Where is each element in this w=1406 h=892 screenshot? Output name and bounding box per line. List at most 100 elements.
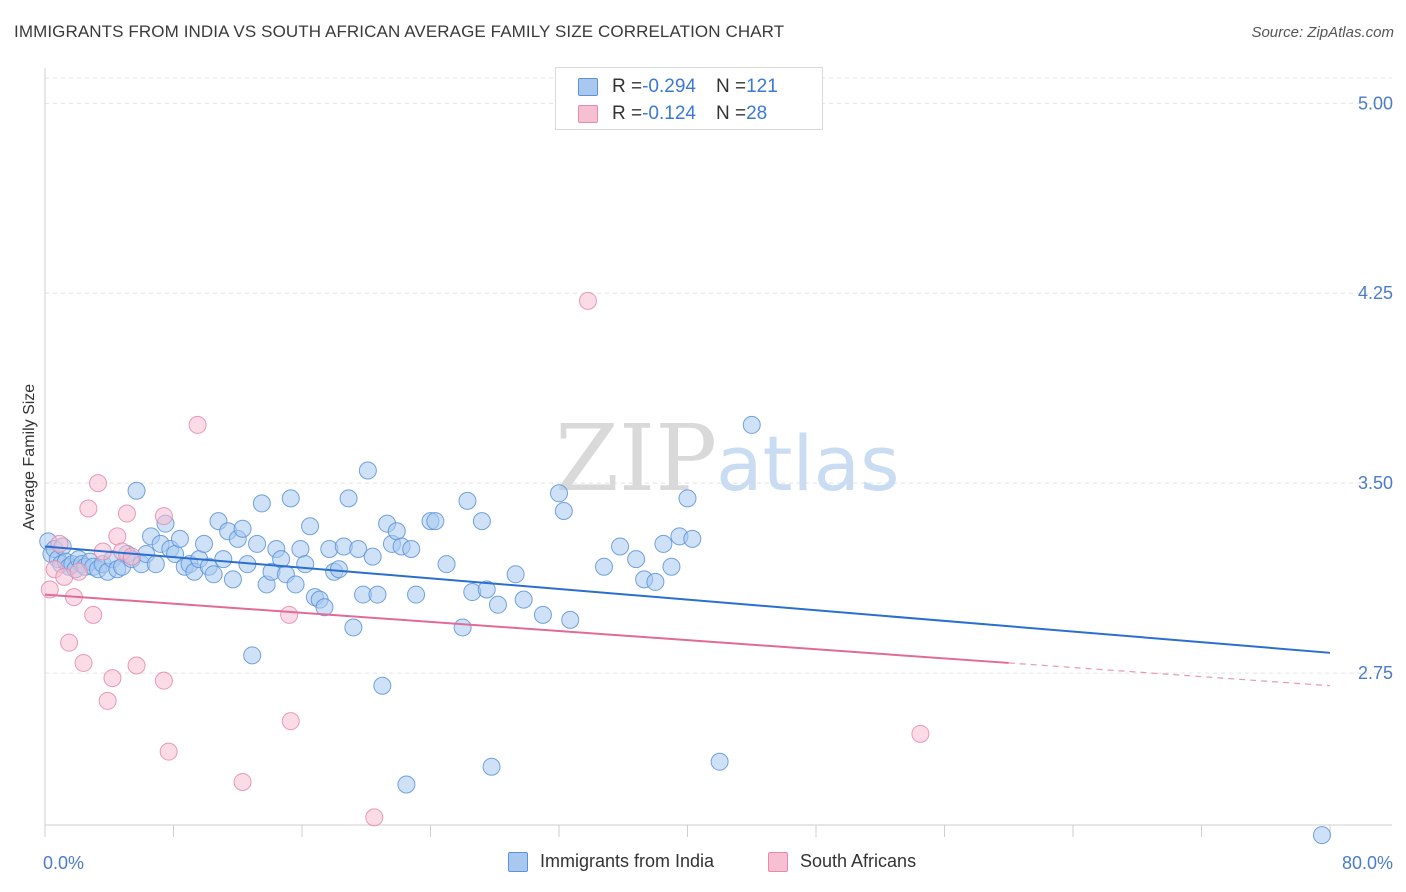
series-legend-label-south-africans: South Africans xyxy=(800,851,917,871)
india-point xyxy=(358,461,377,480)
series-swatch-india xyxy=(508,851,528,872)
india-point xyxy=(252,494,271,513)
south-african-point xyxy=(159,742,178,761)
india-point xyxy=(482,757,501,776)
series-legend: Immigrants from India South Africans xyxy=(0,851,1406,879)
india-point xyxy=(286,575,305,594)
legend-row-south-africans: R = -0.124 N = 28 xyxy=(578,101,767,127)
south-african-trend-extension xyxy=(1008,662,1331,687)
axis-layer xyxy=(44,68,1392,837)
india-point xyxy=(296,555,315,574)
points-layer xyxy=(39,291,1331,845)
india-point xyxy=(506,565,525,584)
india-point xyxy=(170,529,189,548)
india-point xyxy=(233,519,252,538)
india-point xyxy=(514,590,533,609)
watermark-atlas: atlas xyxy=(716,419,900,508)
series-swatch-south-africans xyxy=(768,851,788,872)
india-point xyxy=(742,415,761,434)
india-point xyxy=(426,512,445,531)
south-african-point xyxy=(154,671,173,690)
india-point xyxy=(281,489,300,508)
south-african-point xyxy=(233,772,252,791)
south-african-point xyxy=(122,547,141,566)
legend-r-label: R = xyxy=(612,76,643,97)
legend-n-value-south-africans: 28 xyxy=(746,103,768,124)
india-point xyxy=(339,489,358,508)
south-african-point xyxy=(108,527,127,546)
legend-n-label: N = xyxy=(715,76,747,97)
india-point xyxy=(488,595,507,614)
india-point xyxy=(407,585,426,604)
india-point xyxy=(554,502,573,521)
india-point xyxy=(402,539,421,558)
india-point xyxy=(627,550,646,569)
legend-swatch-south-africans xyxy=(578,105,598,123)
y-tick-label: 5.00 xyxy=(1358,93,1393,113)
y-axis-label: Average Family Size xyxy=(21,384,38,531)
series-legend-item-india[interactable]: Immigrants from India xyxy=(508,851,714,872)
legend-r-value-india: -0.294 xyxy=(642,76,696,97)
legend-n-label: N = xyxy=(715,103,747,124)
india-point xyxy=(243,646,262,665)
y-tick-label: 4.25 xyxy=(1358,283,1393,303)
india-point xyxy=(387,522,406,541)
india-point xyxy=(397,775,416,794)
x-tick-max: 80.0% xyxy=(1342,853,1393,873)
india-point xyxy=(248,534,267,553)
india-trend-line xyxy=(44,545,1331,654)
series-legend-item-south-africans[interactable]: South Africans xyxy=(768,851,916,872)
south-african-point xyxy=(280,605,299,624)
south-african-point xyxy=(98,691,117,710)
legend-swatch-india xyxy=(578,78,598,96)
india-point xyxy=(453,618,472,637)
south-african-point xyxy=(911,724,930,743)
india-point xyxy=(363,547,382,566)
india-point xyxy=(561,610,580,629)
india-point xyxy=(646,572,665,591)
south-african-point xyxy=(50,534,69,553)
india-point xyxy=(710,752,729,771)
south-african-point xyxy=(89,474,108,493)
india-point xyxy=(594,557,613,576)
south-african-point xyxy=(154,507,173,526)
india-point xyxy=(683,529,702,548)
grid-layer xyxy=(45,77,1392,674)
south-african-point xyxy=(117,504,136,523)
india-point xyxy=(611,537,630,556)
south-african-point xyxy=(281,712,300,731)
india-point xyxy=(458,491,477,510)
source-label: Source: ZipAtlas.com xyxy=(1251,24,1394,41)
india-point xyxy=(223,570,242,589)
india-point xyxy=(550,484,568,503)
south-african-point xyxy=(188,415,207,434)
legend-r-label: R = xyxy=(612,103,643,124)
y-tick-label: 2.75 xyxy=(1358,663,1393,683)
south-african-point xyxy=(84,605,103,624)
legend-r-value-south-africans: -0.124 xyxy=(642,103,696,124)
south-african-point xyxy=(79,499,98,518)
india-point xyxy=(301,517,320,536)
south-african-point xyxy=(103,669,122,688)
south-african-point xyxy=(578,291,597,310)
india-point xyxy=(329,560,348,579)
south-african-point xyxy=(60,633,79,652)
south-african-trend-line xyxy=(44,593,1009,664)
x-tick-min: 0.0% xyxy=(43,853,84,873)
south-african-point xyxy=(69,562,88,581)
watermark: ZIP atlas xyxy=(555,405,900,512)
legend-row-india: R = -0.294 N = 121 xyxy=(578,74,778,100)
india-point xyxy=(662,557,681,576)
india-point xyxy=(315,598,334,617)
south-african-point xyxy=(127,656,146,675)
india-point xyxy=(344,618,363,637)
india-point xyxy=(678,489,697,508)
india-point xyxy=(533,605,552,624)
india-point xyxy=(291,539,310,558)
india-point xyxy=(127,481,146,500)
y-tick-label: 3.50 xyxy=(1358,473,1393,493)
india-point xyxy=(146,555,165,574)
india-point xyxy=(349,539,368,558)
india-point xyxy=(1312,826,1331,845)
